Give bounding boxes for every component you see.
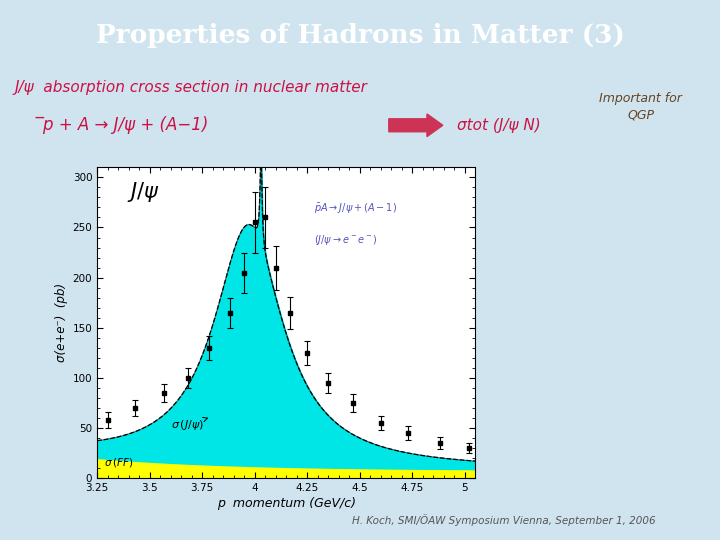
Text: σtot (J/ψ N): σtot (J/ψ N) [457, 118, 541, 133]
Text: Properties of Hadrons in Matter (3): Properties of Hadrons in Matter (3) [96, 23, 624, 48]
Text: Important for
QGP: Important for QGP [599, 92, 683, 122]
Text: ̅p + A → J/ψ + (A−1): ̅p + A → J/ψ + (A−1) [43, 116, 209, 134]
Text: $\sigma\,(J/\psi)$: $\sigma\,(J/\psi)$ [171, 417, 207, 432]
Text: $J/\psi$: $J/\psi$ [127, 180, 160, 205]
FancyArrow shape [389, 114, 443, 137]
Text: $\sigma\,(FF)$: $\sigma\,(FF)$ [104, 456, 133, 469]
Y-axis label: σ(e+e⁻)  (pb): σ(e+e⁻) (pb) [55, 283, 68, 362]
Text: $\bar{p}A \rightarrow J/\psi+(A-1)$: $\bar{p}A \rightarrow J/\psi+(A-1)$ [313, 202, 397, 217]
Text: $(J/\psi \rightarrow e^-e^-)$: $(J/\psi \rightarrow e^-e^-)$ [313, 233, 377, 247]
Text: H. Koch, SMI/ÖAW Symposium Vienna, September 1, 2006: H. Koch, SMI/ÖAW Symposium Vienna, Septe… [352, 515, 656, 526]
Text: J/ψ  absorption cross section in nuclear matter: J/ψ absorption cross section in nuclear … [14, 80, 367, 95]
X-axis label: p  momentum (GeV/c): p momentum (GeV/c) [217, 497, 356, 510]
